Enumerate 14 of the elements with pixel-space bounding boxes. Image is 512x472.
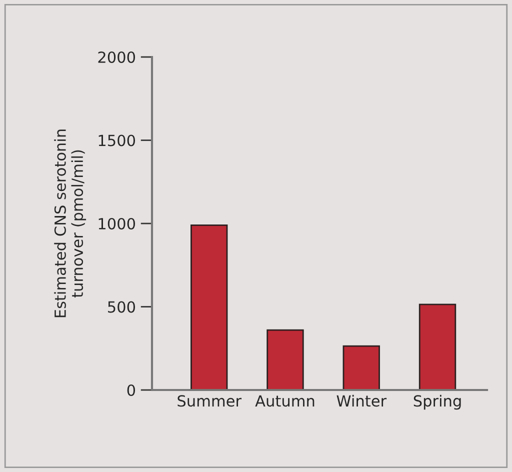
x-tick-label: Winter (336, 394, 387, 407)
bar (418, 304, 456, 390)
bar (190, 224, 228, 390)
bar (266, 329, 304, 390)
y-tick-label: 1500 (98, 134, 136, 146)
y-tick-label: 2000 (98, 51, 136, 64)
x-tick-label: Spring (414, 394, 461, 410)
y-tick-label: 0 (127, 384, 136, 396)
bar (342, 345, 380, 390)
x-tick-label: Autumn (255, 395, 314, 407)
y-axis-title: Estimated CNS serotonin turnover (pmol/mil) (54, 130, 86, 318)
y-tick-label: 500 (108, 301, 136, 313)
x-tick-label: Summer (178, 395, 242, 407)
y-tick-label: 1000 (98, 218, 136, 230)
